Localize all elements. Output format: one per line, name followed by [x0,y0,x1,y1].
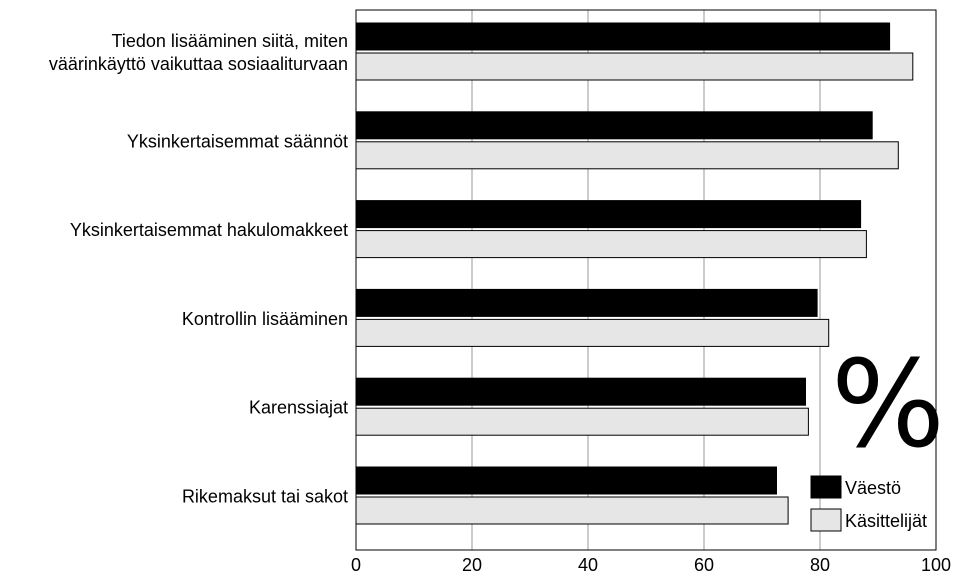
legend-label: Käsittelijät [845,511,927,531]
x-tick-label: 100 [921,555,951,575]
category-label: Kontrollin lisääminen [182,309,348,329]
legend-swatch [810,475,842,499]
bar-kasittelijat [355,230,867,259]
category-label: Karenssiajat [249,398,348,418]
category-label: Tiedon lisääminen siitä, miten [112,31,348,51]
plot-frame [355,9,937,551]
bar-vaesto [355,288,818,317]
bar-vaesto [355,466,777,495]
plot-area [356,10,936,550]
x-tick-label: 20 [462,555,482,575]
category-label: Yksinkertaisemmat hakulomakkeet [70,220,348,240]
bar-vaesto [355,200,862,229]
bar-kasittelijat [355,141,899,170]
category-label: Yksinkertaisemmat säännöt [127,131,348,151]
legend-swatch [810,508,842,532]
bar-kasittelijat [355,318,830,347]
x-tick-label: 80 [810,555,830,575]
bar-vaesto [355,111,873,140]
unit-symbol: % [831,336,945,475]
bar-vaesto [355,22,891,51]
x-tick-label: 0 [351,555,361,575]
bar-vaesto [355,377,806,406]
category-label: väärinkäyttö vaikuttaa sosiaaliturvaan [49,54,348,74]
bar-kasittelijat [355,407,809,436]
x-tick-label: 60 [694,555,714,575]
legend-label: Väestö [845,478,901,498]
bar-kasittelijat [355,496,789,525]
bar-kasittelijat [355,52,914,81]
category-label: Rikemaksut tai sakot [182,487,348,507]
x-tick-label: 40 [578,555,598,575]
